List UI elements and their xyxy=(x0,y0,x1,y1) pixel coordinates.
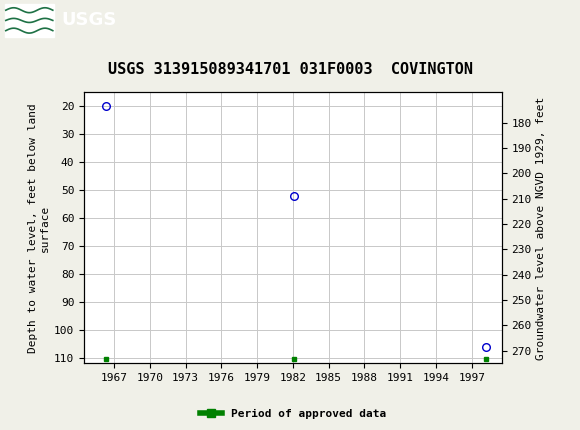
Bar xyxy=(5,4,54,37)
Legend: Period of approved data: Period of approved data xyxy=(195,404,390,423)
Y-axis label: Groundwater level above NGVD 1929, feet: Groundwater level above NGVD 1929, feet xyxy=(536,96,546,359)
Y-axis label: Depth to water level, feet below land
surface: Depth to water level, feet below land su… xyxy=(28,103,50,353)
Text: USGS: USGS xyxy=(61,11,116,29)
Text: USGS 313915089341701 031F0003  COVINGTON: USGS 313915089341701 031F0003 COVINGTON xyxy=(107,62,473,77)
